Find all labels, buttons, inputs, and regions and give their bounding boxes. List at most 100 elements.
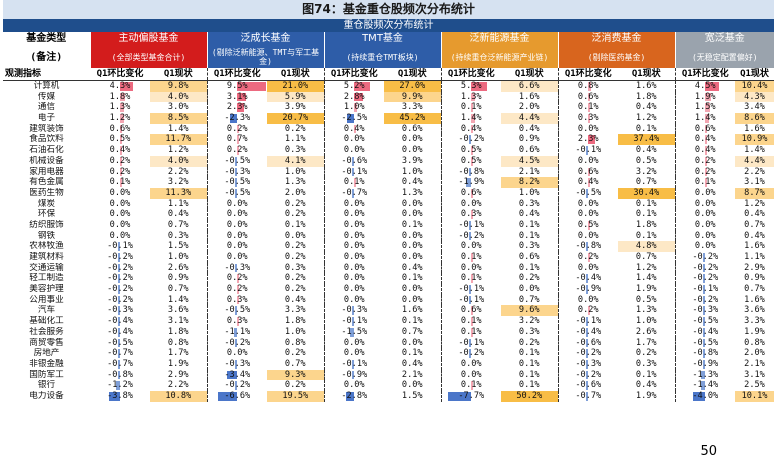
industry-name: 计算机: [33, 81, 60, 92]
negative-bar: [116, 381, 120, 390]
cell-value: 0.1%: [284, 219, 306, 230]
cell-value: 0.2%: [226, 273, 248, 284]
table-row: 通信 1.3% 3.0% 2.3% 3.9% 1.0% 3.3% 0.1% 2.0% 0.1% 0.…: [3, 102, 774, 114]
negative-bar: [703, 263, 706, 273]
cell-value: -0.1%: [692, 284, 719, 295]
current-share-cell: 4.4%: [735, 155, 775, 167]
qoq-change-cell: 0.0%: [324, 209, 384, 220]
positive-bar: [588, 92, 591, 102]
cell-value: 0.6%: [460, 187, 482, 198]
qoq-change-cell: 0.1%: [441, 252, 501, 263]
qoq-change-cell: 0.1%: [441, 327, 501, 338]
qoq-change-cell: 0.0%: [441, 241, 501, 252]
negative-bar: [235, 178, 238, 187]
positive-bar: [471, 124, 474, 134]
cell-value: 0.5%: [109, 134, 131, 145]
cell-value: -0.8%: [107, 369, 133, 380]
negative-bar: [352, 359, 355, 369]
cell-value: 2.2%: [744, 166, 765, 177]
current-share-cell: 0.1%: [501, 380, 559, 391]
qoq-change-cell: 1.2%: [90, 113, 150, 124]
positive-bar: [471, 210, 474, 219]
current-share-cell: 2.2%: [150, 166, 208, 178]
qoq-change-cell: 1.3%: [441, 92, 501, 103]
current-share-cell: 0.0%: [384, 252, 442, 263]
industry-name: 非银金融: [29, 358, 64, 369]
current-share-cell: 0.2%: [267, 380, 325, 391]
positive-bar: [588, 82, 591, 91]
cell-value: -0.1%: [458, 337, 485, 348]
cell-value: 0.0%: [577, 123, 599, 134]
qoq-change-cell: 0.0%: [324, 284, 384, 295]
table-row: 建筑材料 -0.2% 1.0% 0.0% 0.2% 0.0% 0.0% 0.1% 0.6% 0.2…: [3, 252, 774, 263]
qoq-change-cell: 9.5%: [207, 81, 267, 92]
cell-value: 0.1%: [109, 177, 131, 188]
negative-bar: [586, 146, 589, 155]
industry-name: 银行: [37, 380, 56, 391]
positive-bar: [471, 156, 474, 166]
cell-value: 0.4%: [694, 134, 716, 145]
qoq-change-cell: 0.0%: [441, 359, 501, 370]
cell-value: -0.2%: [224, 380, 251, 391]
negative-bar: [118, 306, 120, 316]
cell-value: 2.3%: [226, 102, 248, 113]
qoq-change-cell: -0.2%: [441, 231, 501, 242]
cell-value: -0.2%: [107, 262, 133, 273]
qoq-change-cell: -0.5%: [675, 338, 735, 349]
cell-value: 2.8%: [343, 91, 365, 102]
cell-value: 1.8%: [167, 326, 189, 337]
qoq-change-cell: 5.3%: [441, 81, 501, 92]
negative-bar: [703, 295, 706, 305]
cell-value: 0.4%: [577, 177, 599, 188]
qoq-change-cell: 0.3%: [441, 209, 501, 220]
cell-value: 0.0%: [694, 187, 716, 198]
positive-bar: [354, 178, 357, 187]
cell-value: 0.2%: [518, 273, 540, 284]
qoq-change-cell: 1.9%: [675, 92, 735, 103]
qoq-change-cell: 0.0%: [675, 231, 735, 242]
qoq-change-cell: -1.3%: [675, 370, 735, 381]
cell-value: 1.0%: [284, 166, 306, 177]
holdings-frequency-table: 基金类型 主动偏股基金 泛成长基金 TMT基金 泛新能源基金 泛消费基金 宽泛基金 (备注)(…: [3, 32, 775, 402]
table-row: 银行 -1.2% 2.2% -0.2% 0.2% 0.0% 0.0% 0.1% 0.1% -0.6…: [3, 380, 774, 391]
positive-bar: [588, 306, 591, 316]
industry-name: 纺织服饰: [29, 219, 64, 230]
qoq-change-cell: 0.0%: [324, 338, 384, 349]
qoq-change-cell: 0.0%: [207, 231, 267, 242]
industry-name: 建筑材料: [29, 252, 64, 263]
current-share-cell: 0.3%: [150, 230, 208, 242]
cell-value: 0.4%: [343, 123, 365, 134]
cell-value: 3.9%: [284, 102, 306, 113]
cell-value: 0.4%: [401, 177, 423, 188]
negative-bar: [217, 391, 238, 401]
qoq-change-cell: 0.1%: [441, 316, 501, 327]
qoq-change-cell: 0.0%: [207, 209, 267, 220]
current-share-cell: 2.6%: [150, 262, 208, 274]
current-share-cell: 1.0%: [384, 166, 442, 178]
cell-value: 1.4%: [694, 113, 716, 124]
qoq-change-cell: -0.2%: [558, 348, 618, 359]
current-share-cell: 2.0%: [501, 102, 559, 114]
group-note: (剔除泛新能源、TMT与军工基金): [206, 46, 324, 68]
current-share-cell: 0.1%: [501, 219, 559, 231]
current-share-cell: 6.6%: [501, 80, 559, 92]
cell-value: 0.0%: [694, 209, 716, 220]
qoq-change-cell: 0.6%: [441, 305, 501, 316]
negative-bar: [586, 349, 589, 358]
cell-value: 0.0%: [109, 198, 131, 209]
cell-value: -0.2%: [692, 252, 719, 263]
positive-bar: [705, 103, 710, 113]
current-header: Q1现状: [150, 68, 208, 81]
qoq-change-cell: 0.1%: [324, 177, 384, 188]
cell-value: 0.4%: [635, 145, 657, 156]
industry-name: 机械设备: [29, 155, 64, 166]
qoq-change-cell: 0.0%: [324, 263, 384, 274]
current-share-cell: 0.0%: [384, 337, 442, 349]
qoq-change-cell: -0.2%: [90, 284, 150, 295]
group-name: 泛新能源基金: [440, 32, 559, 46]
cell-value: 19.5%: [282, 390, 309, 401]
cell-value: 1.2%: [744, 198, 765, 209]
qoq-change-cell: -0.9%: [324, 370, 384, 381]
cell-value: 0.4%: [284, 294, 306, 305]
current-share-cell: 0.2%: [618, 348, 676, 359]
